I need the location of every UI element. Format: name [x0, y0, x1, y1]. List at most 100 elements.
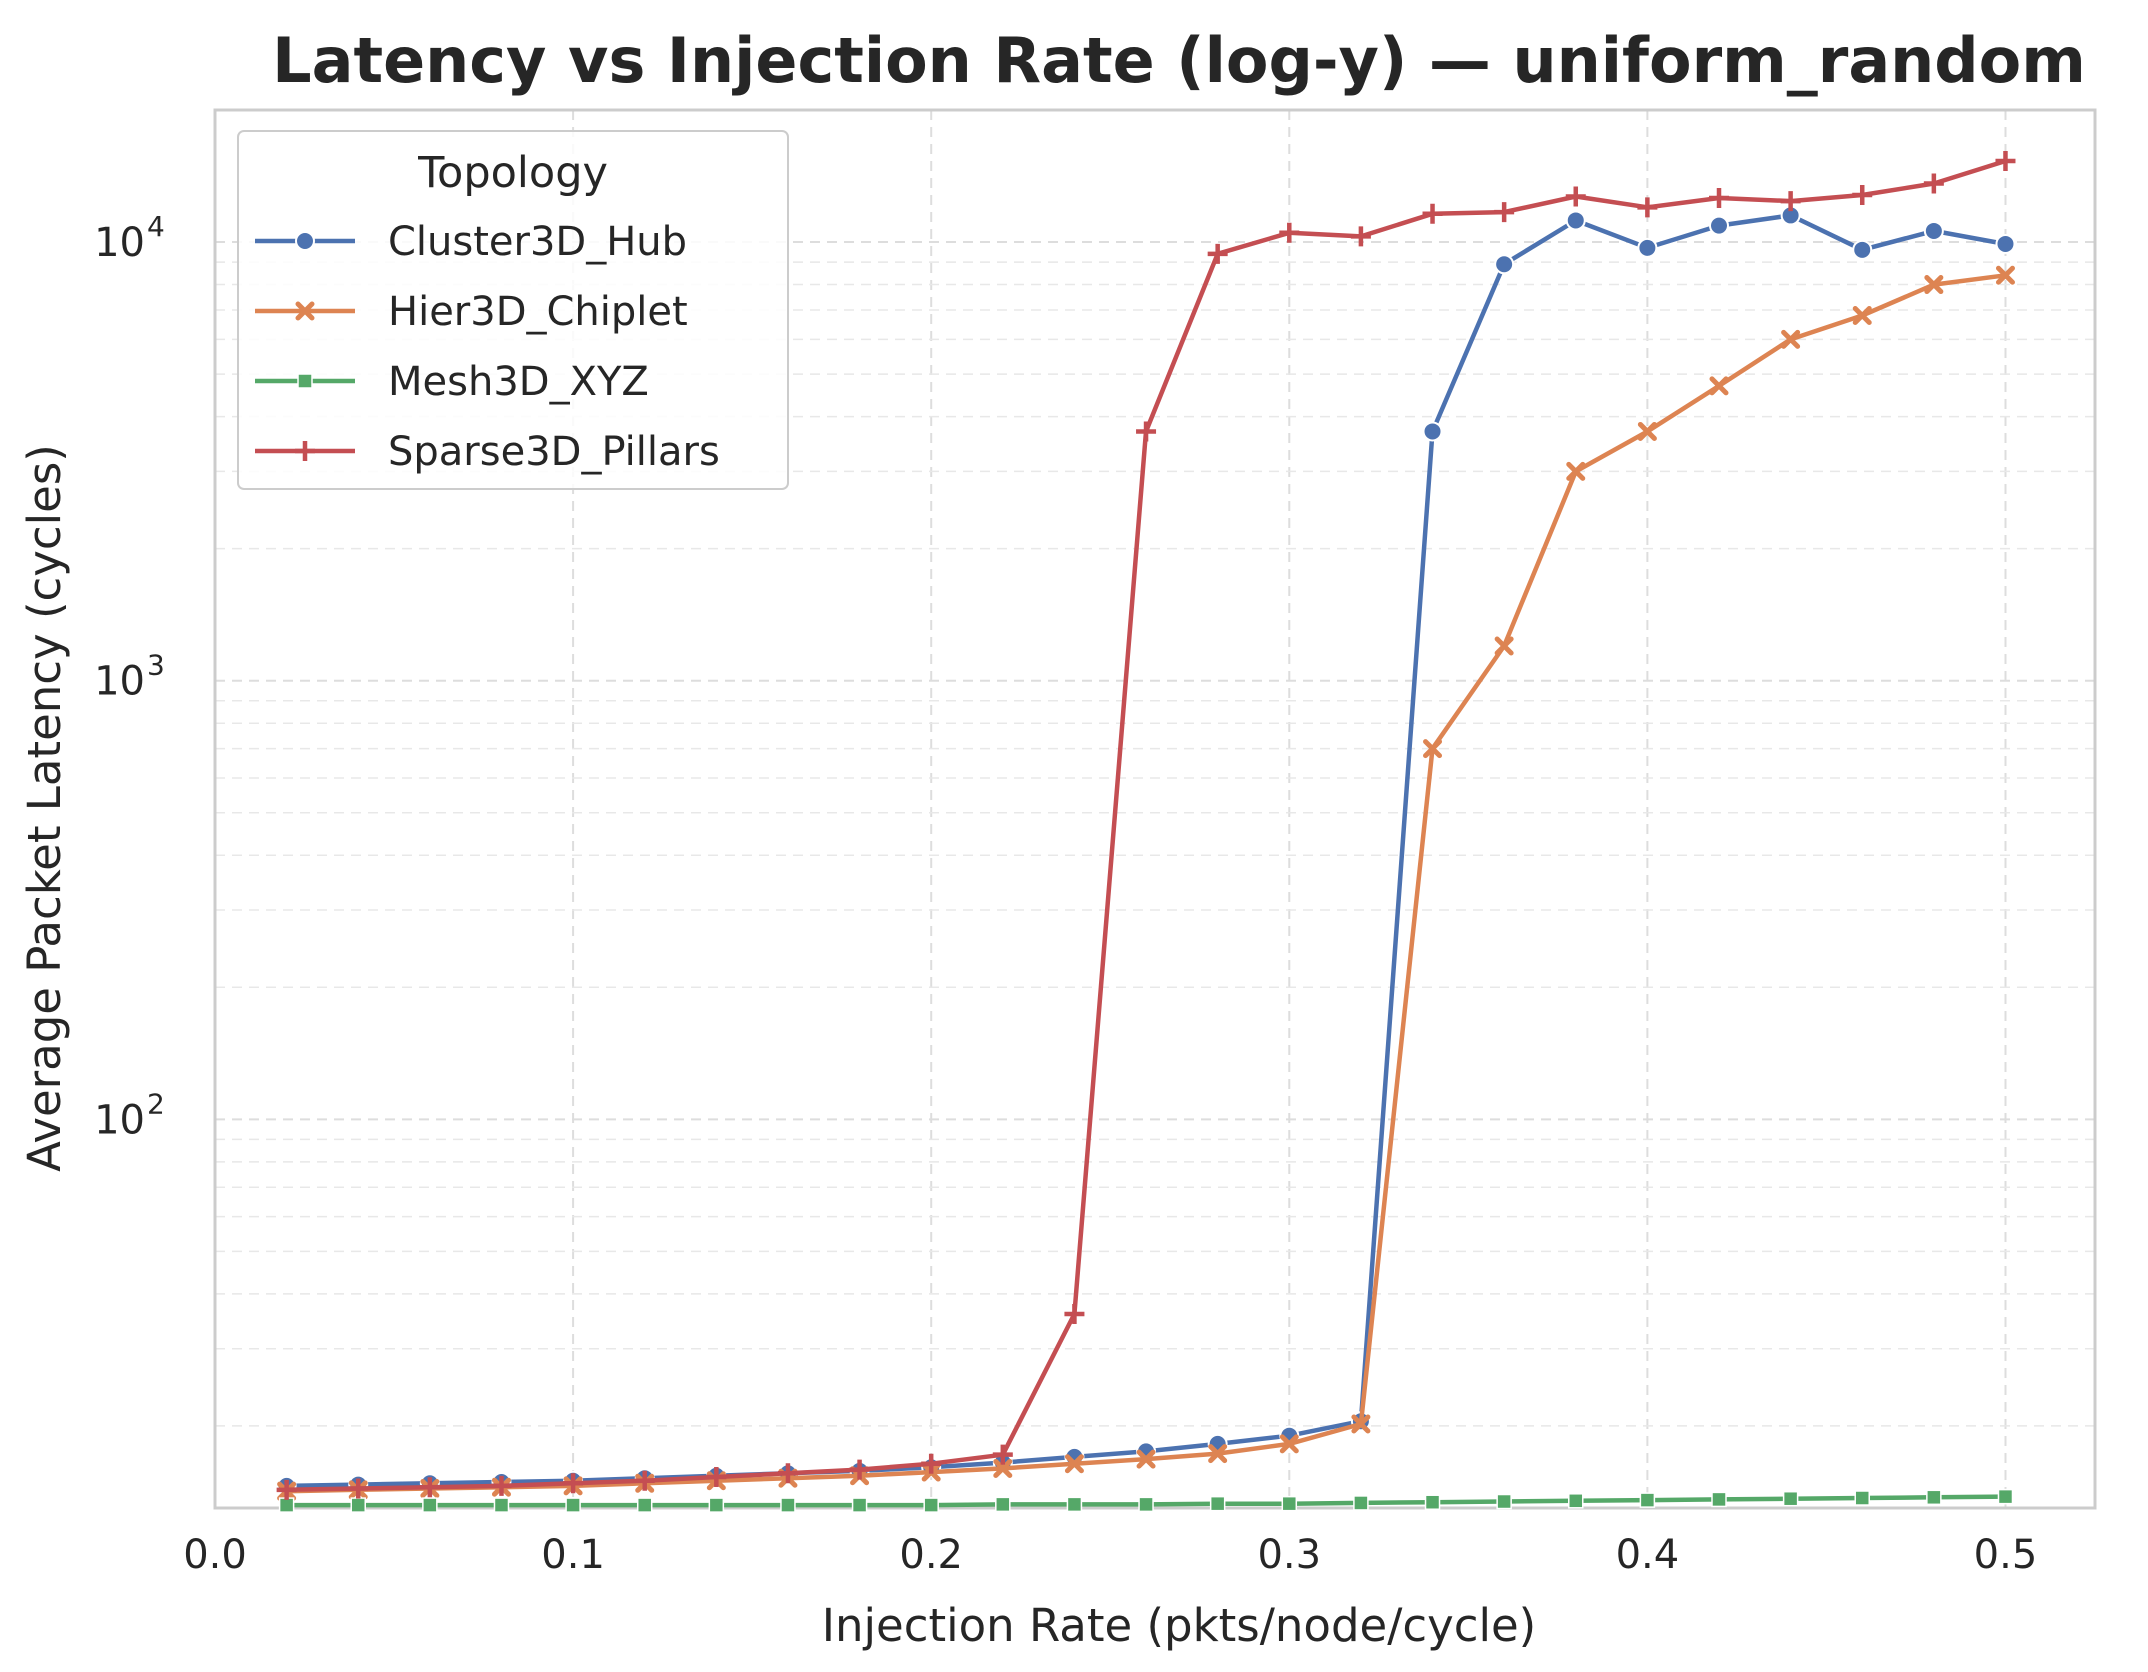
x-tick-label: 0.3	[1257, 1532, 1321, 1578]
data-point-cluster3d-hub	[1852, 239, 1873, 260]
data-point-mesh3d-xyz	[1926, 1489, 1942, 1506]
legend-label: Cluster3D_Hub	[388, 219, 687, 265]
data-point-sparse3d-pillars	[921, 1453, 942, 1474]
data-point-mesh3d-xyz	[1138, 1496, 1154, 1513]
data-point-sparse3d-pillars	[563, 1473, 584, 1494]
data-point-mesh3d-xyz	[1711, 1491, 1727, 1508]
data-point-cluster3d-hub	[1923, 220, 1944, 241]
data-point-sparse3d-pillars	[1422, 203, 1443, 224]
data-point-mesh3d-xyz	[1281, 1495, 1298, 1512]
data-point-hier3d-chiplet	[1924, 275, 1944, 295]
series-layer	[276, 151, 2016, 1513]
data-point-sparse3d-pillars	[276, 1479, 297, 1500]
data-point-sparse3d-pillars	[1709, 188, 1729, 209]
legend-label: Mesh3D_XYZ	[388, 359, 649, 405]
data-point-mesh3d-xyz	[350, 1497, 366, 1513]
legend-item-hier3d-chiplet: Hier3D_Chiplet	[255, 289, 688, 335]
x-tick-label: 0.2	[899, 1532, 963, 1578]
data-point-mesh3d-xyz	[1209, 1495, 1226, 1512]
legend-label: Hier3D_Chiplet	[388, 289, 688, 335]
series-mesh3d-xyz	[278, 1488, 2014, 1513]
data-point-mesh3d-xyz	[1066, 1496, 1083, 1513]
y-tick-exponent: 2	[147, 1087, 165, 1120]
data-point-mesh3d-xyz	[1854, 1490, 1870, 1506]
data-point-sparse3d-pillars	[1637, 197, 1658, 218]
data-point-mesh3d-xyz	[923, 1497, 939, 1513]
legend-title: Topology	[417, 148, 608, 198]
data-point-sparse3d-pillars	[1207, 243, 1228, 264]
y-tick-label: 10	[94, 1097, 145, 1143]
plot-area-frame	[213, 108, 2097, 1510]
data-point-sparse3d-pillars	[1279, 222, 1300, 243]
data-point-sparse3d-pillars	[1064, 1303, 1085, 1324]
x-tick-label: 0.5	[1974, 1532, 2038, 1578]
data-point-sparse3d-pillars	[634, 1470, 655, 1491]
y-tick-label: 10	[94, 659, 145, 705]
data-point-hier3d-chiplet	[1995, 265, 2015, 285]
data-point-sparse3d-pillars	[992, 1444, 1013, 1465]
data-point-mesh3d-xyz	[708, 1497, 725, 1513]
data-point-hier3d-chiplet	[1136, 1449, 1156, 1469]
x-tick-label: 0.1	[541, 1532, 605, 1578]
y-tick-label: 10	[94, 220, 145, 266]
data-point-mesh3d-xyz	[851, 1497, 868, 1513]
data-point-hier3d-chiplet	[1781, 329, 1801, 349]
x-axis-label: Injection Rate (pkts/node/cycle)	[822, 1599, 1536, 1652]
data-point-sparse3d-pillars	[1923, 173, 1944, 194]
data-point-sparse3d-pillars	[849, 1459, 870, 1480]
data-point-cluster3d-hub	[1565, 210, 1586, 231]
legend-marker	[295, 441, 315, 461]
data-point-sparse3d-pillars	[706, 1466, 727, 1487]
x-tick-label: 0.0	[183, 1532, 247, 1578]
data-point-sparse3d-pillars	[1494, 202, 1515, 223]
grid	[214, 109, 2095, 1508]
data-point-sparse3d-pillars	[348, 1478, 369, 1499]
legend-item-cluster3d-hub: Cluster3D_Hub	[255, 219, 687, 265]
legend-label: Sparse3D_Pillars	[388, 429, 720, 475]
data-point-cluster3d-hub	[1422, 421, 1443, 442]
y-axis-label: Average Packet Latency (cycles)	[18, 444, 71, 1172]
data-point-sparse3d-pillars	[1995, 151, 2016, 172]
data-point-hier3d-chiplet	[1852, 306, 1872, 326]
chart-title: Latency vs Injection Rate (log-y) — unif…	[272, 24, 2086, 97]
data-point-mesh3d-xyz	[565, 1497, 581, 1513]
data-point-sparse3d-pillars	[419, 1477, 440, 1498]
legend-item-sparse3d-pillars: Sparse3D_Pillars	[255, 429, 720, 475]
data-point-cluster3d-hub	[1709, 215, 1729, 236]
y-tick-exponent: 4	[147, 210, 165, 243]
data-point-sparse3d-pillars	[777, 1463, 798, 1484]
data-point-hier3d-chiplet	[1566, 461, 1586, 481]
legend-frame	[237, 130, 789, 490]
data-point-hier3d-chiplet	[1637, 421, 1657, 441]
data-point-hier3d-chiplet	[1351, 1414, 1371, 1434]
data-point-hier3d-chiplet	[1064, 1454, 1084, 1474]
data-point-mesh3d-xyz	[1997, 1488, 2014, 1505]
data-point-mesh3d-xyz	[1424, 1494, 1441, 1510]
data-point-mesh3d-xyz	[1782, 1490, 1799, 1507]
data-point-hier3d-chiplet	[993, 1458, 1013, 1478]
data-point-mesh3d-xyz	[1496, 1493, 1512, 1510]
data-point-hier3d-chiplet	[1423, 739, 1443, 759]
data-point-sparse3d-pillars	[491, 1475, 512, 1496]
data-point-mesh3d-xyz	[636, 1497, 653, 1513]
data-point-mesh3d-xyz	[780, 1497, 796, 1513]
data-point-sparse3d-pillars	[1852, 185, 1873, 206]
series-sparse3d-pillars	[276, 151, 2016, 1500]
data-point-mesh3d-xyz	[995, 1496, 1011, 1513]
data-point-mesh3d-xyz	[1353, 1495, 1369, 1511]
data-point-mesh3d-xyz	[1639, 1492, 1656, 1508]
data-point-mesh3d-xyz	[1568, 1493, 1584, 1509]
data-point-hier3d-chiplet	[1208, 1444, 1228, 1464]
data-point-mesh3d-xyz	[422, 1497, 438, 1513]
data-point-sparse3d-pillars	[1565, 186, 1586, 207]
x-tick-label: 0.4	[1616, 1532, 1680, 1578]
data-point-mesh3d-xyz	[493, 1497, 510, 1513]
legend-marker	[295, 231, 315, 251]
data-point-sparse3d-pillars	[1136, 421, 1157, 442]
legend-marker	[295, 301, 315, 321]
legend-marker	[297, 373, 313, 389]
legend: Topology Cluster3D_Hub Hier3D_Chiplet Mesh…	[237, 130, 789, 490]
data-point-sparse3d-pillars	[1350, 226, 1371, 247]
